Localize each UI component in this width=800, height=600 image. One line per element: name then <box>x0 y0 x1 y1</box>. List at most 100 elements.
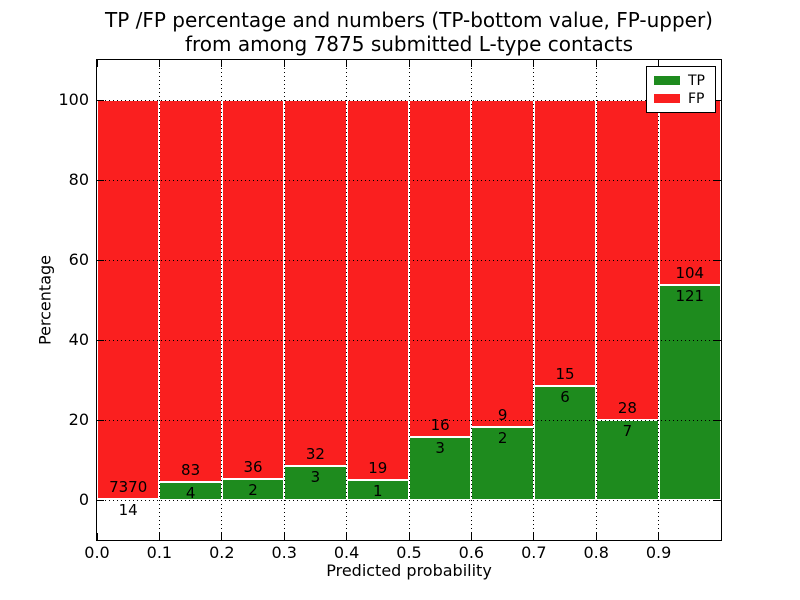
y-tick-mark <box>97 499 104 501</box>
x-tick-mark <box>720 533 722 540</box>
x-tick-label: 0.5 <box>396 543 422 562</box>
x-tick-mark <box>408 60 410 67</box>
x-tick-mark <box>658 533 660 540</box>
chart-title-line-1: TP /FP percentage and numbers (TP-bottom… <box>105 8 713 32</box>
fp-bar-segment <box>97 100 160 500</box>
x-tick-mark <box>158 533 160 540</box>
y-tick-mark <box>714 419 721 421</box>
x-tick-mark <box>470 60 472 67</box>
x-tick-label: 0.8 <box>583 543 609 562</box>
horizontal-gridline <box>97 99 721 101</box>
horizontal-gridline <box>97 339 721 341</box>
x-tick-mark <box>283 60 285 67</box>
y-tick-mark <box>97 99 104 101</box>
legend-swatch-tp <box>654 76 680 85</box>
fp-bar-segment <box>221 100 285 479</box>
tp-bar-segment <box>221 478 285 500</box>
horizontal-gridline <box>97 419 721 421</box>
vertical-gridline <box>408 60 410 540</box>
x-tick-label: 0.3 <box>271 543 297 562</box>
tp-bar-segment <box>409 436 472 500</box>
vertical-gridline <box>283 60 285 540</box>
x-tick-mark <box>595 533 597 540</box>
legend-row-tp: TP <box>647 74 715 88</box>
fp-count-label: 32 <box>305 444 325 463</box>
legend: TP FP <box>646 66 716 113</box>
fp-count-label: 104 <box>675 263 705 282</box>
fp-count-label: 36 <box>243 457 263 476</box>
y-tick-mark <box>714 179 721 181</box>
legend-label: FP <box>688 90 705 107</box>
horizontal-gridline <box>97 259 721 261</box>
legend-row-fp: FP <box>647 92 715 106</box>
x-tick-mark <box>221 60 223 67</box>
fp-count-label: 19 <box>368 459 388 477</box>
x-tick-mark <box>96 60 98 67</box>
x-tick-mark <box>720 60 722 67</box>
y-tick-label: 0 <box>78 490 89 509</box>
y-tick-mark <box>714 99 721 101</box>
x-tick-mark <box>221 533 223 540</box>
y-tick-mark <box>714 499 721 501</box>
tp-count-label: 2 <box>248 480 258 499</box>
x-tick-mark <box>96 533 98 540</box>
fp-bar-segment <box>658 100 721 285</box>
vertical-gridline <box>346 60 348 540</box>
x-tick-mark <box>658 60 660 67</box>
tp-count-label: 7 <box>622 422 633 440</box>
tp-bar-segment <box>284 465 347 500</box>
y-tick-label: 40 <box>68 330 89 349</box>
x-tick-mark <box>595 60 597 67</box>
legend-swatch-fp <box>654 94 680 103</box>
x-tick-mark <box>533 60 535 67</box>
vertical-gridline <box>658 60 660 540</box>
tp-count-label: 4 <box>185 483 196 502</box>
y-tick-mark <box>97 339 104 341</box>
x-tick-mark <box>283 533 285 540</box>
x-tick-mark <box>346 60 348 67</box>
tp-count-label: 3 <box>310 467 321 486</box>
fp-bar-segment <box>471 100 534 428</box>
fp-bar-segment <box>284 100 347 466</box>
y-tick-mark <box>714 339 721 341</box>
legend-label: TP <box>688 72 705 89</box>
tp-count-label: 121 <box>675 286 705 305</box>
tp-count-label: 14 <box>118 501 138 520</box>
fp-count-label: 9 <box>497 406 508 425</box>
y-tick-label: 80 <box>68 170 89 189</box>
vertical-gridline <box>533 60 535 540</box>
vertical-gridline <box>470 60 472 540</box>
vertical-gridline <box>595 60 597 540</box>
vertical-gridline <box>221 60 223 540</box>
fp-count-label: 15 <box>555 364 575 383</box>
tp-count-label: 1 <box>373 482 383 500</box>
y-tick-mark <box>97 259 104 261</box>
y-tick-mark <box>714 259 721 261</box>
y-tick-label: 100 <box>58 90 89 109</box>
x-tick-mark <box>346 533 348 540</box>
chart-title-line-2: from among 7875 submitted L-type contact… <box>184 32 634 56</box>
fp-bar-segment <box>346 100 409 480</box>
x-axis-label: Predicted probability <box>326 561 492 580</box>
tp-bar-segment <box>471 427 534 500</box>
x-tick-label: 0.6 <box>458 543 485 562</box>
horizontal-gridline <box>97 179 721 181</box>
tp-bar-segment <box>159 481 222 500</box>
tp-count-label: 2 <box>497 429 508 448</box>
x-tick-mark <box>158 60 160 67</box>
x-tick-mark <box>408 533 410 540</box>
x-tick-mark <box>533 533 535 540</box>
plot-area: 7370 14 83 4 36 2 32 3 19 1 16 3 9 2 15 6 28 7 104 121 <box>96 60 722 540</box>
fp-count-label: 83 <box>181 460 201 479</box>
x-tick-mark <box>470 533 472 540</box>
y-tick-label: 60 <box>68 250 89 269</box>
y-tick-label: 20 <box>68 410 89 429</box>
fp-bar-segment <box>533 100 597 386</box>
tp-bar-segment <box>658 284 721 500</box>
vertical-gridline <box>158 60 160 540</box>
tp-count-label: 3 <box>435 438 445 457</box>
x-tick-label: 0.4 <box>333 543 360 562</box>
x-tick-label: 0.0 <box>84 543 110 562</box>
fp-count-label: 28 <box>617 399 637 417</box>
